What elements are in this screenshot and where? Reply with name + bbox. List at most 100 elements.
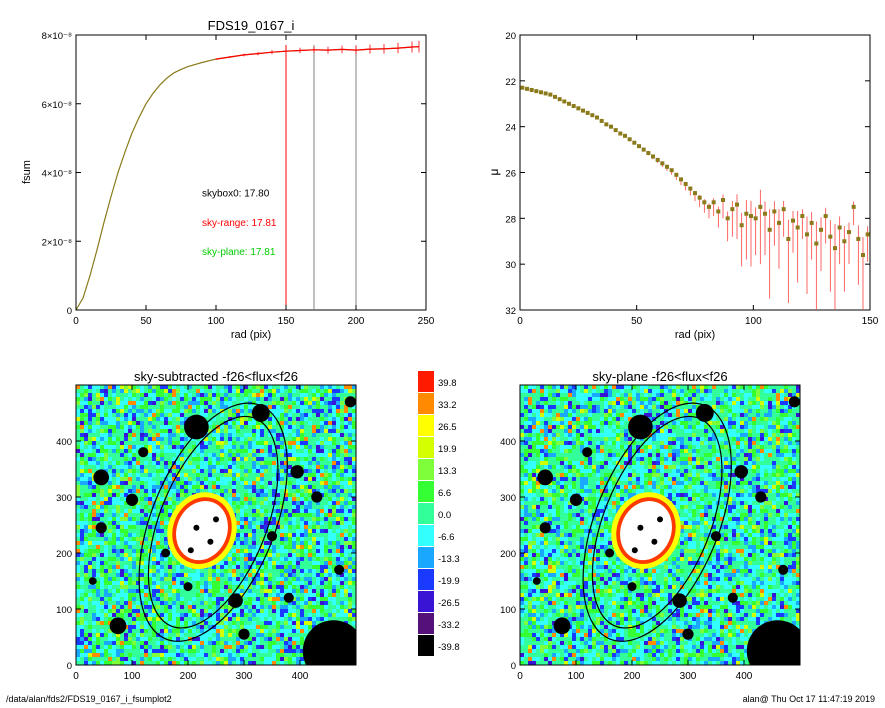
heatmap-cell (256, 537, 261, 542)
heatmap-cell (168, 585, 173, 590)
heatmap-cell (328, 441, 333, 446)
heatmap-cell (268, 433, 273, 438)
heatmap-cell (292, 485, 297, 490)
heatmap-cell (200, 485, 205, 490)
heatmap-cell (196, 625, 201, 630)
heatmap-cell (176, 573, 181, 578)
heatmap-cell (144, 393, 149, 398)
heatmap-cell (124, 629, 129, 634)
heatmap-cell (92, 573, 97, 578)
heatmap-cell (284, 457, 289, 462)
heatmap-cell (316, 529, 321, 534)
heatmap-cell (144, 613, 149, 618)
heatmap-cell (168, 641, 173, 646)
heatmap-cell (240, 457, 245, 462)
heatmap-cell (324, 465, 329, 470)
heatmap-cell (208, 453, 213, 458)
heatmap-cell (236, 481, 241, 486)
heatmap-cell (352, 417, 356, 422)
heatmap-cell (320, 609, 325, 614)
heatmap-cell (300, 501, 305, 506)
heatmap-cell (128, 549, 133, 554)
heatmap-cell (128, 389, 133, 394)
mu-point (697, 195, 702, 200)
heatmap-cell (144, 485, 149, 490)
heatmap-cell (300, 557, 305, 562)
heatmap-cell (216, 433, 221, 438)
heatmap-cell (184, 633, 189, 638)
heatmap-cell (168, 565, 173, 570)
heatmap-cell (184, 433, 189, 438)
heatmap-cell (248, 481, 253, 486)
heatmap-cell (160, 385, 165, 390)
heatmap-cell (272, 445, 277, 450)
heatmap-cell (188, 613, 193, 618)
heatmap-cell (280, 385, 285, 390)
heatmap-cell (280, 565, 285, 570)
heatmap-cell (108, 601, 113, 606)
heatmap-cell (280, 525, 285, 530)
heatmap-cell (128, 481, 133, 486)
heatmap-cell (244, 389, 249, 394)
heatmap-cell (124, 553, 129, 558)
heatmap-cell (276, 509, 281, 514)
heatmap-cell (348, 449, 353, 454)
heatmap-cell (100, 561, 105, 566)
heatmap-cell (92, 533, 97, 538)
heatmap-cell (84, 557, 89, 562)
heatmap-cell (196, 465, 201, 470)
heatmap-cell (88, 421, 93, 426)
heatmap-cell (128, 433, 133, 438)
heatmap-cell (164, 585, 169, 590)
heatmap-cell (216, 581, 221, 586)
heatmap-cell (236, 465, 241, 470)
heatmap-cell (244, 561, 249, 566)
heatmap-cell (128, 393, 133, 398)
heatmap-cell (76, 461, 81, 466)
heatmap-cell (224, 401, 229, 406)
heatmap-cell (276, 609, 281, 614)
heatmap-cell (296, 549, 301, 554)
heatmap-cell (120, 525, 125, 530)
heatmap-cell (332, 545, 337, 550)
mu-point (539, 90, 543, 95)
heatmap-cell (184, 629, 189, 634)
heatmap-cell (224, 557, 229, 562)
heatmap-cell (120, 613, 125, 618)
heatmap-cell (300, 421, 305, 426)
heatmap-cell (124, 421, 129, 426)
heatmap-cell (260, 469, 265, 474)
heatmap-cell (352, 405, 356, 410)
heatmap-cell (168, 425, 173, 430)
heatmap-cell (280, 537, 285, 542)
heatmap-cell (240, 441, 245, 446)
heatmap-cell (108, 637, 113, 642)
heatmap-cell (252, 613, 257, 618)
heatmap-cell (88, 549, 93, 554)
heatmap-cell (260, 641, 265, 646)
heatmap-cell (152, 461, 157, 466)
heatmap-cell (272, 497, 277, 502)
heatmap-cell (160, 433, 165, 438)
heatmap-cell (228, 549, 233, 554)
heatmap-cell (116, 397, 121, 402)
heatmap-cell (104, 617, 109, 622)
heatmap-cell (280, 401, 285, 406)
heatmap-cell (276, 621, 281, 626)
heatmap-cell (252, 605, 257, 610)
mu-point (548, 92, 553, 97)
heatmap-cell (172, 629, 177, 634)
heatmap-cell (76, 393, 81, 398)
heatmap-cell (228, 565, 233, 570)
heatmap-cell (104, 461, 109, 466)
heatmap-cell (116, 389, 121, 394)
heatmap-cell (100, 533, 105, 538)
heatmap-cell (340, 433, 345, 438)
heatmap-cell (268, 513, 273, 518)
heatmap-cell (296, 389, 301, 394)
heatmap-cell (348, 461, 353, 466)
heatmap-cell (276, 549, 281, 554)
mu-point (525, 86, 529, 91)
heatmap-cell (316, 441, 321, 446)
heatmap-cell (176, 641, 181, 646)
